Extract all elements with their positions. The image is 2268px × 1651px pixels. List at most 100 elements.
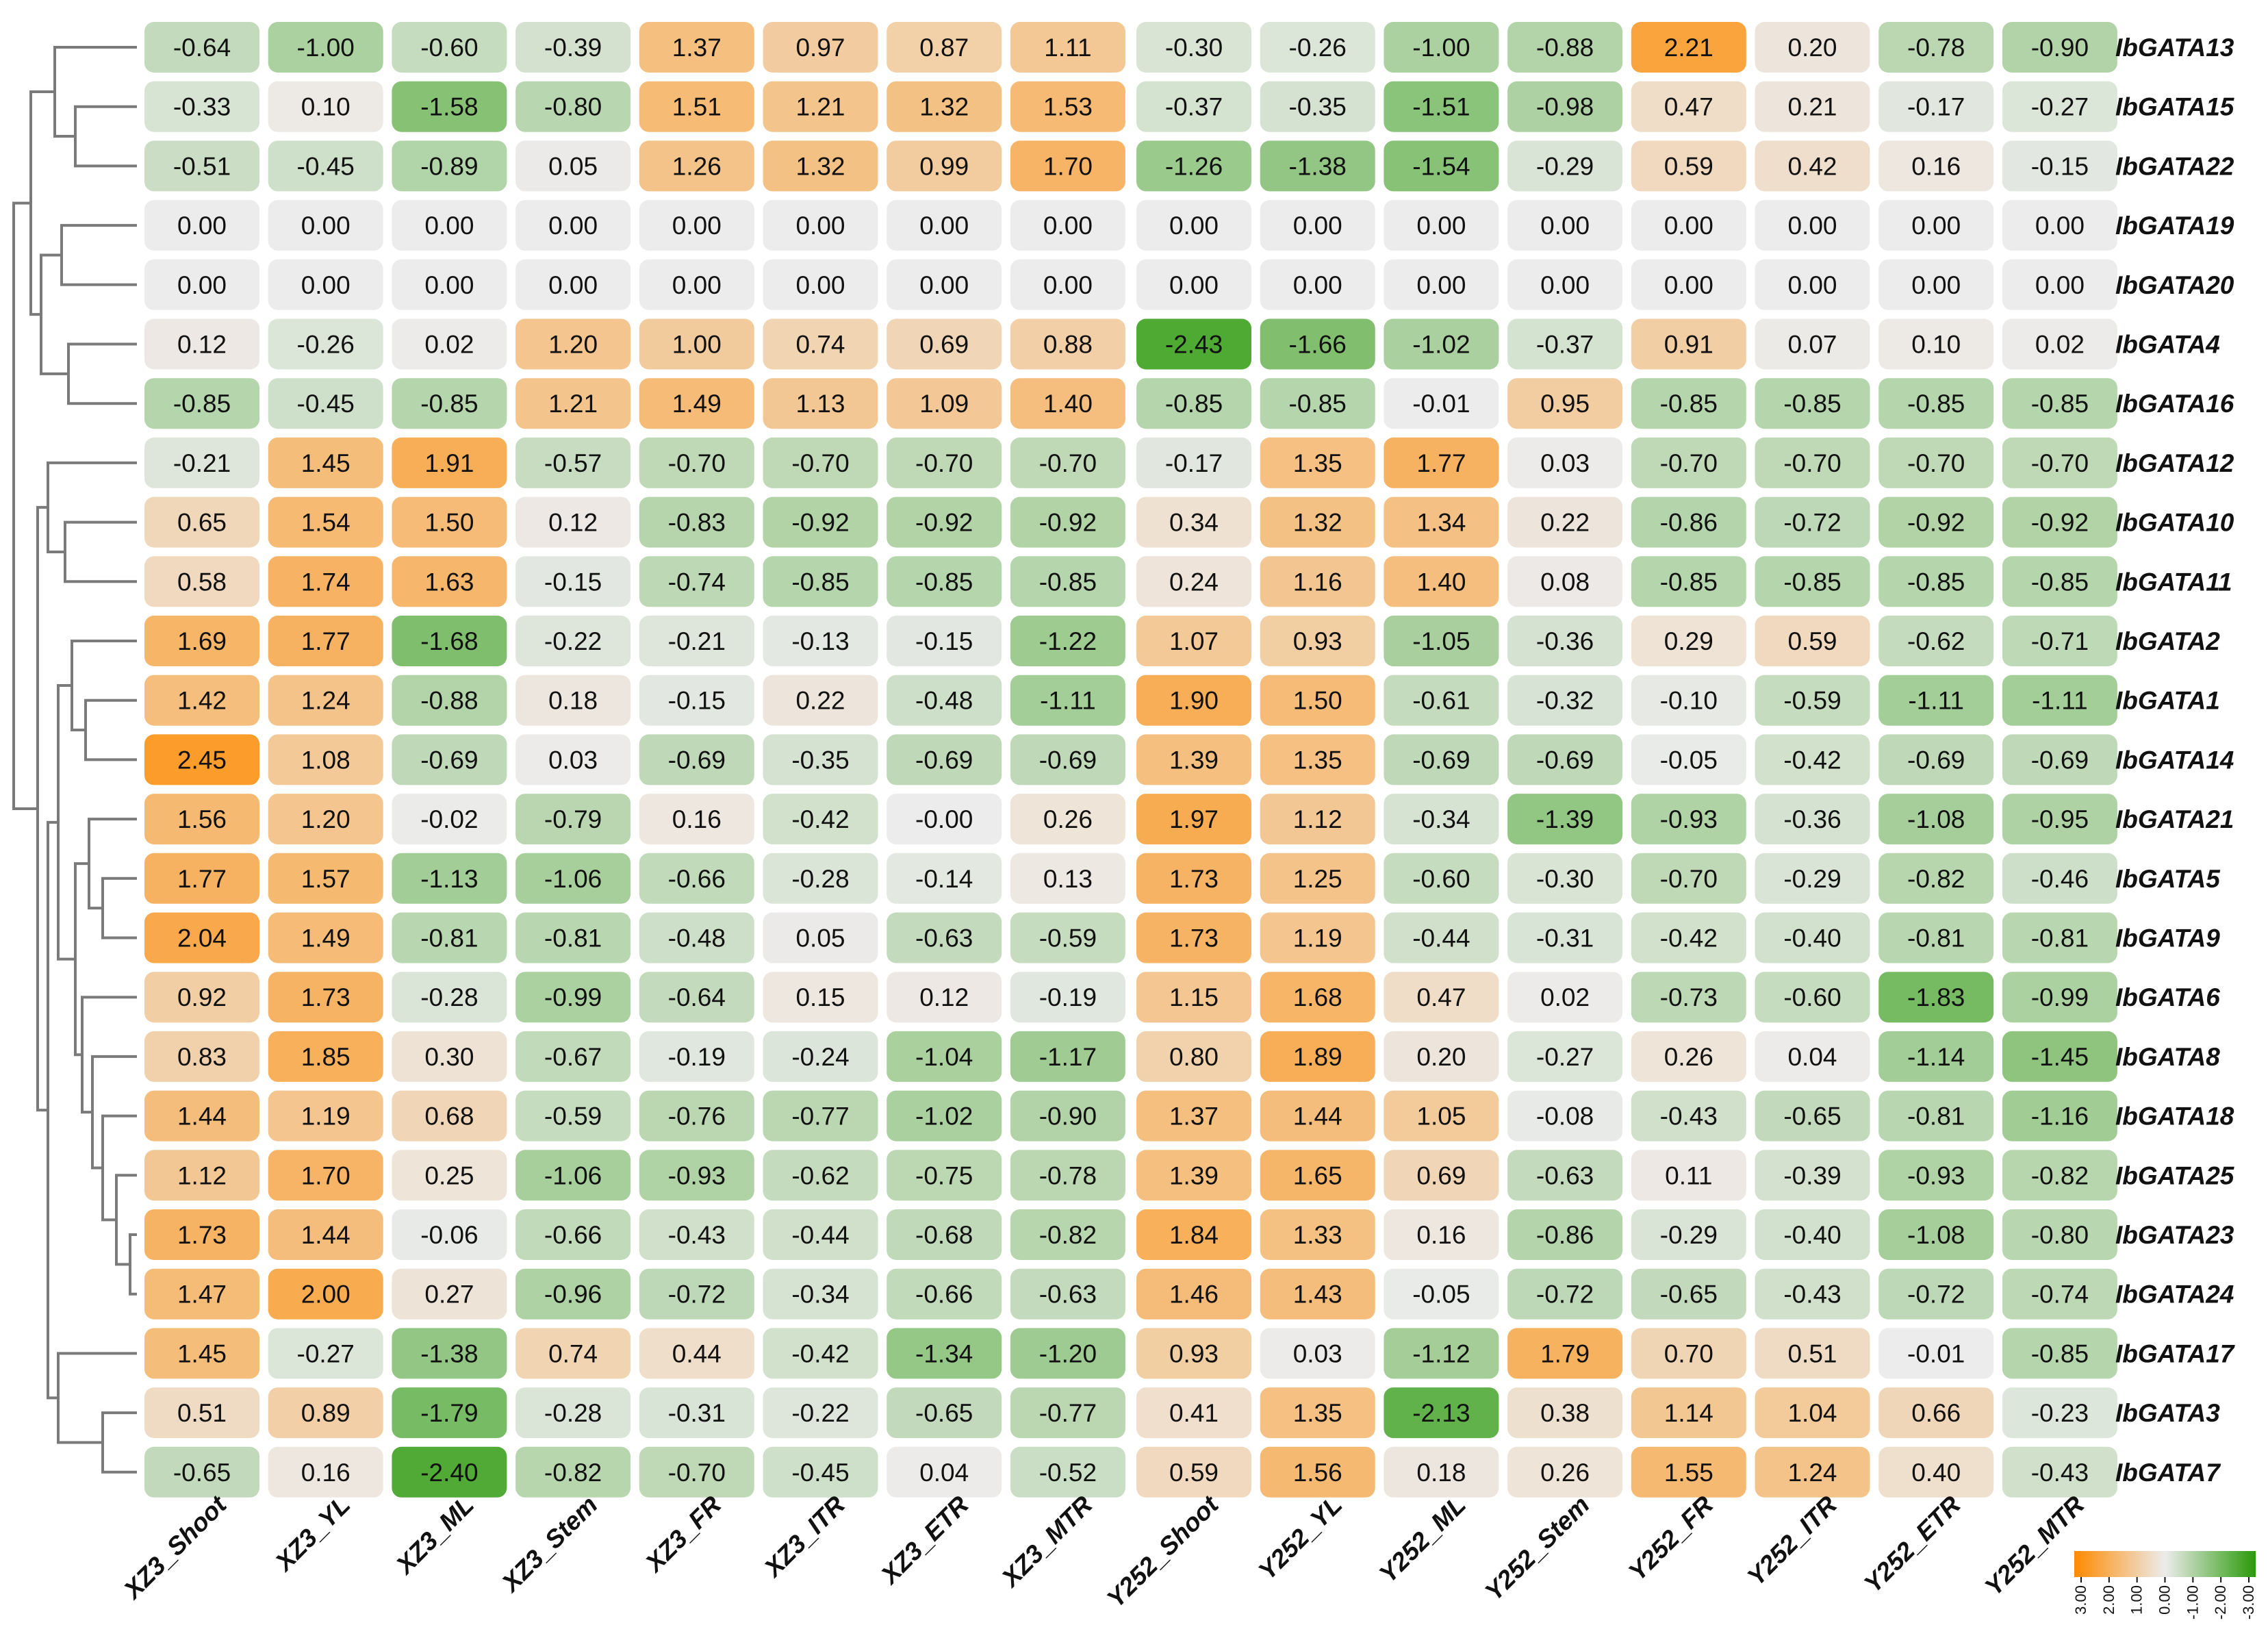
cell-value-label: 1.04 — [1787, 1399, 1837, 1427]
heatmap-cell — [1010, 1328, 1125, 1379]
cell-value-label: 0.27 — [424, 1281, 474, 1309]
cell-value-label: -0.69 — [1039, 746, 1097, 774]
heatmap-cell — [1260, 616, 1375, 666]
dendrogram-link — [71, 640, 137, 732]
heatmap-cell — [1755, 556, 1870, 607]
cell-value-label: -0.74 — [2031, 1281, 2089, 1309]
heatmap-cell — [144, 853, 259, 904]
cell-value-label: 0.69 — [1416, 1161, 1466, 1189]
heatmap-cell — [1631, 378, 1746, 429]
cell-value-label: 1.24 — [301, 687, 351, 715]
cell-value-label: -0.64 — [173, 34, 231, 62]
cell-value-label: 0.00 — [548, 212, 598, 240]
heatmap-cell — [144, 1031, 259, 1082]
dendrogram-link — [115, 1174, 137, 1266]
column-label: Y252_ML — [1374, 1491, 1471, 1588]
heatmap-cell — [887, 853, 1002, 904]
heatmap-cell — [1384, 22, 1499, 73]
cell-value-label: 1.43 — [1293, 1281, 1342, 1309]
heatmap-cell — [392, 81, 507, 132]
cell-value-label: 0.03 — [548, 746, 598, 774]
heatmap-cell — [392, 912, 507, 963]
cell-value-label: -0.63 — [1536, 1161, 1594, 1189]
heatmap-cell — [1878, 1268, 1994, 1320]
cell-value-label: -0.69 — [2031, 746, 2089, 774]
cell-value-label: -0.93 — [668, 1161, 726, 1189]
heatmap-cell — [515, 1090, 631, 1142]
heatmap-cell — [2002, 853, 2117, 904]
heatmap-cell — [1755, 1446, 1870, 1498]
heatmap-cell — [1384, 1268, 1499, 1320]
heatmap-cell — [1631, 912, 1746, 963]
cell-value-label: -0.85 — [1039, 568, 1097, 596]
heatmap-cell — [1755, 1268, 1870, 1320]
heatmap-cell — [1631, 1328, 1746, 1379]
heatmap-cell — [1010, 1150, 1125, 1201]
cell-value-label: -1.20 — [1039, 1339, 1097, 1368]
cell-value-label: 1.35 — [1293, 746, 1342, 774]
heatmap-cell — [1384, 1446, 1499, 1498]
cell-value-label: 0.16 — [672, 805, 722, 833]
cell-value-label: -1.14 — [1907, 1043, 1965, 1071]
cell-value-label: 0.00 — [1169, 271, 1219, 299]
heatmap-cell — [639, 1328, 754, 1379]
heatmap-cell — [1384, 496, 1499, 548]
cell-value-label: -0.68 — [915, 1221, 973, 1249]
heatmap-cell — [1507, 1268, 1623, 1320]
heatmap-cell — [1755, 200, 1870, 251]
cell-value-label: -0.85 — [1660, 390, 1718, 418]
cell-value-label: -0.85 — [791, 568, 849, 596]
heatmap-cell — [1010, 734, 1125, 785]
heatmap-cell — [1384, 794, 1499, 845]
cell-value-label: 1.32 — [795, 152, 845, 180]
heatmap-cell — [144, 259, 259, 310]
heatmap-cell — [144, 1328, 259, 1379]
heatmap-cell — [887, 1090, 1002, 1142]
cell-value-label: -0.69 — [1907, 746, 1965, 774]
heatmap-cell — [1755, 22, 1870, 73]
heatmap-cell — [268, 972, 383, 1023]
heatmap-cell — [1878, 259, 1994, 310]
cell-value-label: 0.87 — [919, 34, 969, 62]
legend-tick-label: 1.00 — [2128, 1585, 2145, 1615]
heatmap-cell — [1755, 437, 1870, 488]
cell-value-label: 0.16 — [1416, 1221, 1466, 1249]
heatmap-cell — [763, 200, 878, 251]
heatmap-cell — [515, 556, 631, 607]
cell-value-label: -0.70 — [1660, 865, 1718, 893]
cell-value-label: 0.74 — [795, 331, 845, 359]
cell-value-label: -0.70 — [1039, 449, 1097, 477]
heatmap-cell — [515, 734, 631, 785]
cell-value-label: -0.27 — [2031, 93, 2089, 121]
cell-value-label: -0.51 — [173, 152, 231, 180]
cell-value-label: -0.22 — [544, 627, 602, 655]
cell-value-label: -2.40 — [420, 1459, 478, 1487]
cell-value-label: -0.52 — [1039, 1459, 1097, 1487]
cell-value-label: 0.26 — [1664, 1043, 1713, 1071]
cell-value-label: 1.44 — [301, 1221, 351, 1249]
cell-value-label: 1.56 — [1293, 1459, 1342, 1487]
cell-value-label: 1.16 — [1293, 568, 1342, 596]
heatmap-cell — [639, 1387, 754, 1439]
cell-value-label: 1.14 — [1664, 1399, 1713, 1427]
heatmap-cell — [639, 616, 754, 666]
cell-value-label: -1.39 — [1536, 805, 1594, 833]
heatmap-cell — [1136, 22, 1251, 73]
heatmap-cell — [268, 1328, 383, 1379]
legend-tick-label: 2.00 — [2100, 1585, 2117, 1615]
heatmap-cell — [1384, 437, 1499, 488]
cell-value-label: -1.08 — [1907, 1221, 1965, 1249]
heatmap-cell — [392, 259, 507, 310]
cell-value-label: -0.35 — [791, 746, 849, 774]
heatmap-cell — [639, 259, 754, 310]
heatmap-cell — [1136, 1268, 1251, 1320]
cell-value-label: 1.77 — [1416, 449, 1466, 477]
heatmap-cell — [1260, 22, 1375, 73]
heatmap-cell — [887, 378, 1002, 429]
heatmap-cell — [1878, 972, 1994, 1023]
color-legend: 3.00 2.00 1.00 0.00 -1.00 -2.00 -3.00 — [2072, 1551, 2257, 1620]
cell-value-label: 0.58 — [177, 568, 227, 596]
cell-value-label: 0.47 — [1664, 93, 1713, 121]
heatmap-cell — [1631, 616, 1746, 666]
heatmap-cell — [144, 437, 259, 488]
